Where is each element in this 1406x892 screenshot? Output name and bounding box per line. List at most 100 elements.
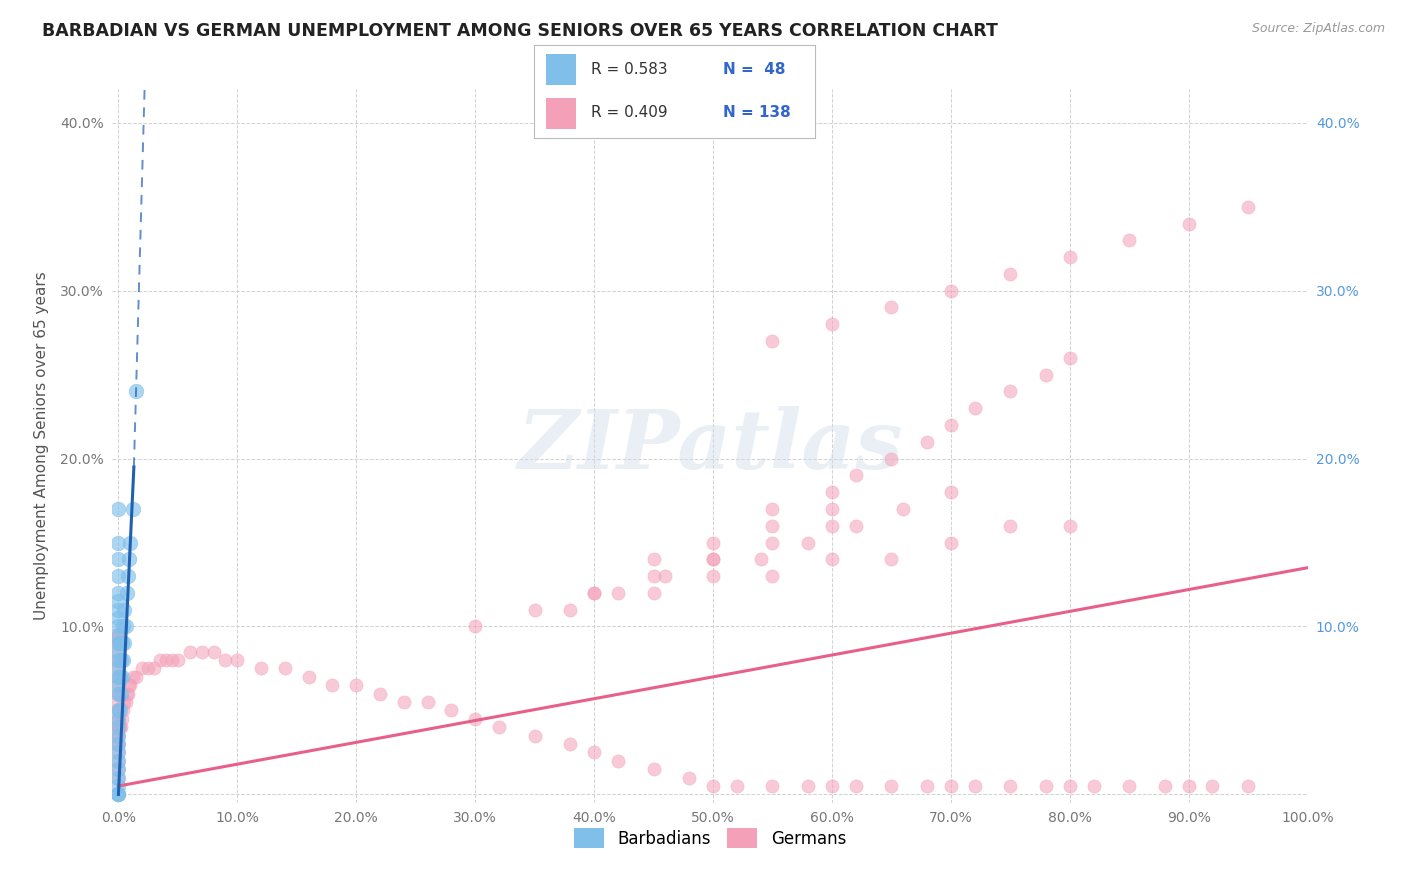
Germans <box>939 485 962 500</box>
Germans <box>845 468 868 483</box>
Germans <box>1000 779 1022 793</box>
Germans <box>915 434 938 449</box>
Germans <box>298 670 321 684</box>
Germans <box>107 703 129 717</box>
Germans <box>654 569 676 583</box>
Germans <box>606 754 628 768</box>
Germans <box>120 678 142 692</box>
Text: N = 138: N = 138 <box>723 105 790 120</box>
Barbadians <box>107 687 129 701</box>
Text: BARBADIAN VS GERMAN UNEMPLOYMENT AMONG SENIORS OVER 65 YEARS CORRELATION CHART: BARBADIAN VS GERMAN UNEMPLOYMENT AMONG S… <box>42 22 998 40</box>
Germans <box>915 779 938 793</box>
Germans <box>107 703 129 717</box>
Barbadians <box>107 788 129 802</box>
Barbadians <box>107 569 129 583</box>
Barbadians <box>114 619 136 633</box>
Germans <box>488 720 510 734</box>
Barbadians <box>107 779 129 793</box>
Germans <box>107 720 129 734</box>
Germans <box>179 645 201 659</box>
Barbadians <box>107 712 129 726</box>
Germans <box>749 552 772 566</box>
Germans <box>107 729 129 743</box>
Barbadians <box>107 720 129 734</box>
Germans <box>107 653 129 667</box>
Germans <box>1059 518 1081 533</box>
Germans <box>118 678 141 692</box>
Barbadians <box>107 586 129 600</box>
Germans <box>143 661 166 675</box>
Text: N =  48: N = 48 <box>723 62 785 78</box>
Germans <box>1154 779 1177 793</box>
Barbadians <box>107 636 129 650</box>
Germans <box>702 569 724 583</box>
Germans <box>416 695 439 709</box>
Barbadians <box>120 535 142 549</box>
Germans <box>1035 779 1057 793</box>
Germans <box>202 645 225 659</box>
Germans <box>797 779 820 793</box>
Barbadians <box>107 788 129 802</box>
Germans <box>1237 200 1260 214</box>
Germans <box>523 729 546 743</box>
Germans <box>761 518 783 533</box>
Germans <box>464 712 486 726</box>
Germans <box>761 779 783 793</box>
Germans <box>226 653 249 667</box>
Barbadians <box>107 502 129 516</box>
Germans <box>821 485 844 500</box>
Germans <box>107 687 129 701</box>
Germans <box>107 712 129 726</box>
Germans <box>107 737 129 751</box>
Barbadians <box>111 636 134 650</box>
Germans <box>1177 217 1199 231</box>
Barbadians <box>118 552 141 566</box>
Germans <box>107 729 129 743</box>
Germans <box>1237 779 1260 793</box>
Barbadians <box>107 703 129 717</box>
Germans <box>797 535 820 549</box>
Germans <box>155 653 177 667</box>
Germans <box>107 636 129 650</box>
Germans <box>107 687 129 701</box>
Barbadians <box>111 670 134 684</box>
Barbadians <box>117 569 139 583</box>
Germans <box>1000 267 1022 281</box>
Germans <box>583 746 606 760</box>
Germans <box>114 695 136 709</box>
Germans <box>107 628 129 642</box>
Germans <box>108 720 131 734</box>
Germans <box>107 695 129 709</box>
Germans <box>880 552 903 566</box>
Germans <box>392 695 415 709</box>
Barbadians <box>107 645 129 659</box>
Barbadians <box>107 746 129 760</box>
Germans <box>160 653 183 667</box>
Barbadians <box>112 619 135 633</box>
Barbadians <box>107 762 129 776</box>
Germans <box>107 628 129 642</box>
Germans <box>606 586 628 600</box>
Barbadians <box>112 636 135 650</box>
Germans <box>1059 250 1081 264</box>
Y-axis label: Unemployment Among Seniors over 65 years: Unemployment Among Seniors over 65 years <box>34 272 49 620</box>
Germans <box>107 720 129 734</box>
Germans <box>1118 779 1140 793</box>
Barbadians <box>107 771 129 785</box>
Germans <box>1000 384 1022 399</box>
FancyBboxPatch shape <box>546 98 576 129</box>
Barbadians <box>108 670 131 684</box>
Germans <box>107 712 129 726</box>
Germans <box>107 661 129 675</box>
Germans <box>939 284 962 298</box>
Germans <box>111 712 134 726</box>
Barbadians <box>107 611 129 625</box>
Barbadians <box>110 653 132 667</box>
Text: ZIPatlas: ZIPatlas <box>517 406 903 486</box>
Barbadians <box>107 603 129 617</box>
Germans <box>1000 518 1022 533</box>
Germans <box>107 737 129 751</box>
Barbadians <box>112 603 135 617</box>
Germans <box>107 653 129 667</box>
Germans <box>939 779 962 793</box>
